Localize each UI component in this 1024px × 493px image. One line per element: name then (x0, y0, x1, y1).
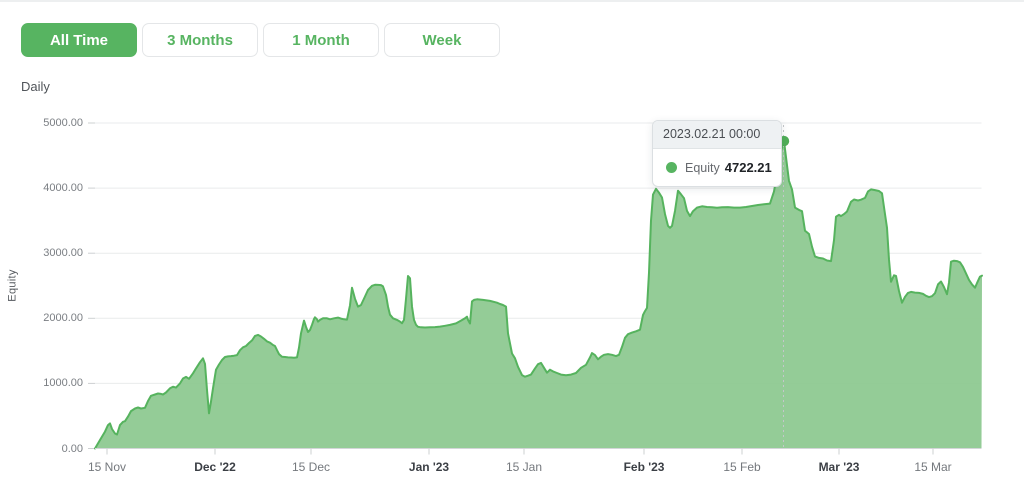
tooltip-series-label: Equity (685, 160, 720, 175)
equity-area-fill (95, 141, 982, 449)
x-axis-label: 15 Mar (914, 460, 952, 474)
x-axis-label: Mar '23 (818, 460, 860, 474)
chart-tooltip: 2023.02.21 00:00 Equity 4722.21 (652, 120, 782, 187)
x-axis-label: 15 Jan (505, 460, 543, 474)
x-axis-label: 15 Dec (291, 460, 331, 474)
x-axis-label: Feb '23 (623, 460, 665, 474)
x-axis-label: 15 Feb (723, 460, 761, 474)
y-axis-label: 3000.00 (43, 247, 83, 260)
y-axis-label: 2000.00 (43, 312, 83, 325)
tooltip-body: Equity 4722.21 (653, 149, 781, 186)
x-axis-label: Dec '22 (194, 460, 236, 474)
time-range-button-3-months[interactable]: 3 Months (142, 23, 258, 57)
y-axis-label: 0.00 (61, 442, 83, 455)
time-range-button-all-time[interactable]: All Time (21, 23, 137, 57)
time-range-button-1-month[interactable]: 1 Month (263, 23, 379, 57)
y-axis-label: 5000.00 (43, 117, 83, 129)
x-axis-label: Jan '23 (408, 460, 450, 474)
time-range-button-week[interactable]: Week (384, 23, 500, 57)
y-axis-label: 4000.00 (43, 182, 83, 195)
interval-label: Daily (21, 79, 50, 94)
x-axis-label: 15 Nov (87, 460, 127, 474)
equity-line (94, 140, 983, 450)
tooltip-date: 2023.02.21 00:00 (653, 121, 781, 149)
time-range-toolbar: All Time 3 Months 1 Month Week (21, 23, 500, 57)
tooltip-value: 4722.21 (724, 160, 772, 175)
series-dot-icon (666, 162, 677, 173)
y-axis-title: Equity (6, 269, 19, 302)
y-axis-label: 1000.00 (43, 377, 83, 390)
